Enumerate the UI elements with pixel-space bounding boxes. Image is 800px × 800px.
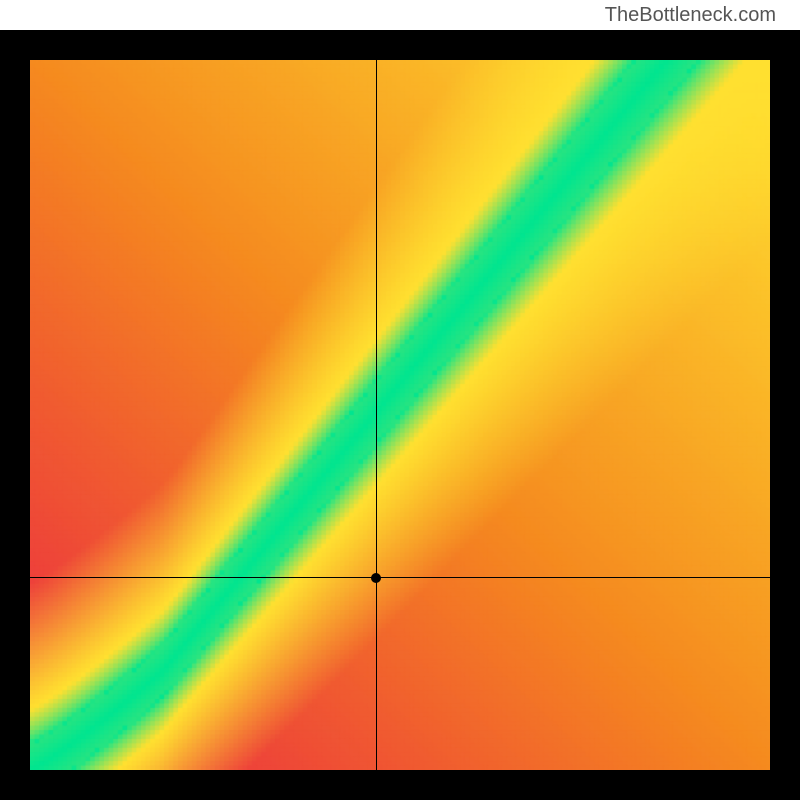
crosshair-horizontal bbox=[30, 577, 770, 578]
watermark-text: TheBottleneck.com bbox=[605, 4, 776, 27]
chart-container: TheBottleneck.com bbox=[0, 0, 800, 800]
heatmap-canvas bbox=[30, 60, 770, 770]
crosshair-vertical bbox=[376, 60, 377, 770]
marker-point bbox=[371, 573, 381, 583]
